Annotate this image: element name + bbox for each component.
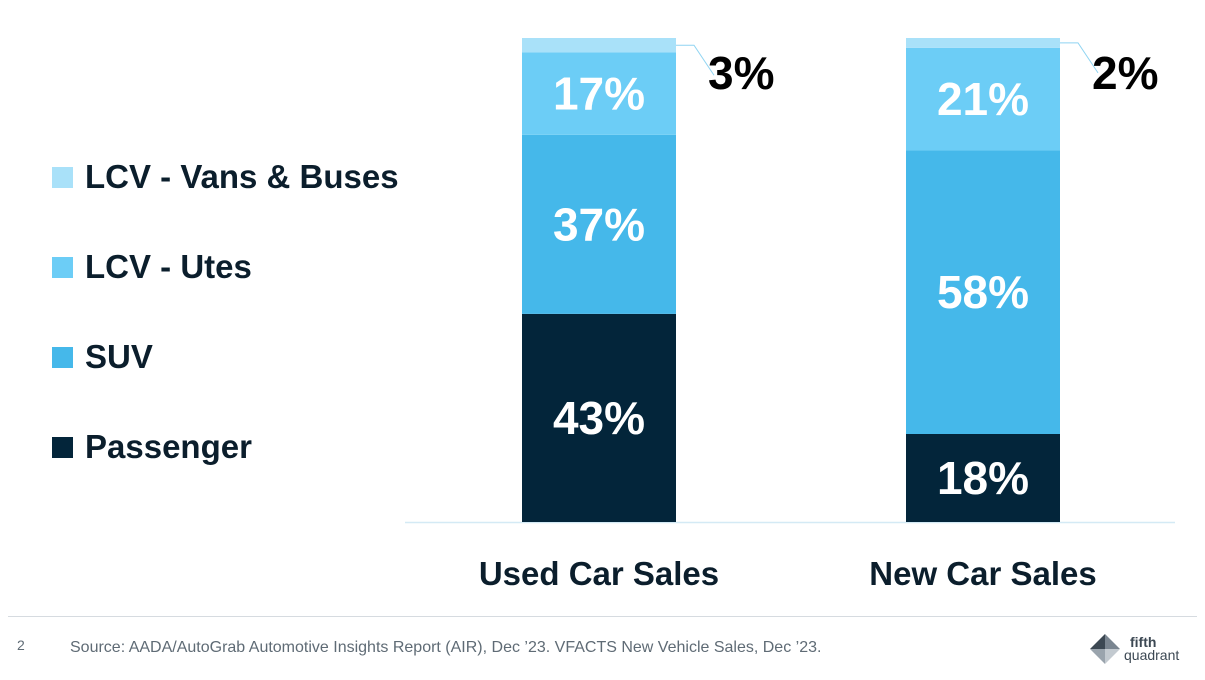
data-label: 43% (553, 392, 645, 444)
bar-segment (906, 38, 1060, 48)
footer-divider (8, 616, 1197, 617)
logo-word-fifth: fifth (1130, 634, 1157, 650)
source-note: Source: AADA/AutoGrab Automotive Insight… (70, 639, 822, 656)
legend-swatch (52, 346, 73, 368)
data-label: 17% (553, 68, 645, 120)
category-label: New Car Sales (869, 555, 1096, 592)
data-label-leader (1060, 42, 1099, 74)
bar-segment (906, 150, 1060, 434)
logo-text: fifth quadrant (1124, 634, 1180, 663)
logo-mark-icon (1090, 634, 1120, 664)
legend-label: Passenger (85, 428, 252, 465)
bar-segment (522, 38, 676, 53)
legend-item-lcv-utes: LCV - Utes (52, 248, 252, 286)
legend-item-lcv-vans-buses: LCV - Vans & Buses (52, 158, 399, 196)
logo: fifth quadrant (1088, 632, 1179, 666)
bar-segment (906, 434, 1060, 522)
data-label: 3% (708, 47, 774, 99)
data-label-leader (676, 44, 715, 76)
legend-label: SUV (85, 338, 153, 375)
legend-item-suv: SUV (52, 338, 153, 376)
data-label: 18% (937, 452, 1029, 504)
page-number: 2 (17, 637, 25, 653)
data-label: 21% (937, 73, 1029, 125)
legend-swatch (52, 436, 73, 458)
category-label: Used Car Sales (479, 555, 719, 592)
data-label: 58% (937, 266, 1029, 318)
legend-swatch (52, 256, 73, 278)
bar-segment (522, 313, 676, 522)
data-label: 37% (553, 198, 645, 250)
stacked-bar-chart: 43% 37% 17% 3% Used Car Sales 18% 58% 21% 2% New … (405, 38, 1175, 592)
bar-segment (522, 52, 676, 135)
legend-label: LCV - Vans & Buses (85, 158, 399, 195)
bar-segment (906, 47, 1060, 151)
legend-item-passenger: Passenger (52, 428, 252, 466)
data-label: 2% (1092, 47, 1158, 99)
bar-segment (522, 134, 676, 314)
legend-label: LCV - Utes (85, 248, 252, 285)
logo-word-quadrant: quadrant (1124, 647, 1180, 663)
legend-swatch (52, 166, 73, 188)
